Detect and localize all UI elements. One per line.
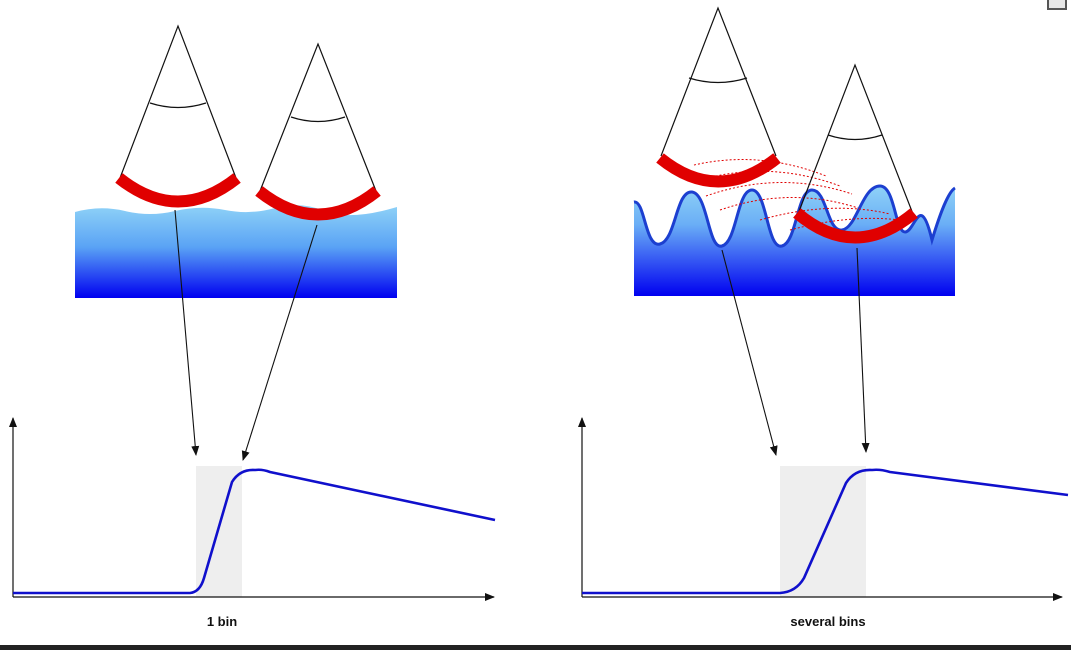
right-echo-plot: several bins	[578, 417, 1069, 629]
beam-cone-outline	[259, 42, 377, 192]
left-pointer-arrow-1	[174, 209, 200, 456]
beam-footprint	[793, 208, 918, 244]
bin-shade	[780, 466, 866, 597]
beam-cone-outline	[797, 63, 914, 215]
right-beam-2	[793, 63, 918, 244]
beam-footprint	[656, 153, 781, 188]
left-panel: 1 bin	[9, 24, 496, 629]
right-beam-1	[656, 6, 781, 188]
left-pointer-arrow-2	[241, 224, 318, 461]
echo-curve	[582, 468, 1069, 595]
scatter-arc	[789, 217, 901, 231]
left-echo-plot: 1 bin	[9, 417, 496, 629]
bottom-border	[0, 645, 1071, 650]
beam-range-arc	[827, 134, 883, 141]
beam-cone-outline	[119, 24, 237, 179]
left-beam-1	[115, 24, 241, 208]
beam-footprint	[255, 186, 381, 221]
corner-widget-icon	[1047, 0, 1067, 10]
right-panel: several bins	[578, 6, 1069, 629]
beam-cone-outline	[660, 6, 777, 157]
beam-range-arc	[688, 77, 748, 84]
beam-footprint	[115, 173, 241, 208]
scatter-arc	[719, 197, 859, 211]
beam-range-arc	[290, 116, 346, 123]
scatter-arc	[759, 207, 891, 221]
right-water-body	[634, 186, 955, 296]
bin-caption: 1 bin	[207, 614, 237, 629]
right-pointer-arrow-1	[721, 249, 778, 456]
left-water-body	[75, 205, 397, 298]
beam-range-arc	[149, 102, 207, 109]
left-beam-2	[255, 42, 381, 221]
scatter-arc	[705, 181, 853, 197]
right-pointer-arrow-2	[856, 247, 870, 453]
bin-caption: several bins	[790, 614, 865, 629]
right-wave-surface	[633, 184, 956, 248]
echo-curve	[13, 468, 496, 595]
